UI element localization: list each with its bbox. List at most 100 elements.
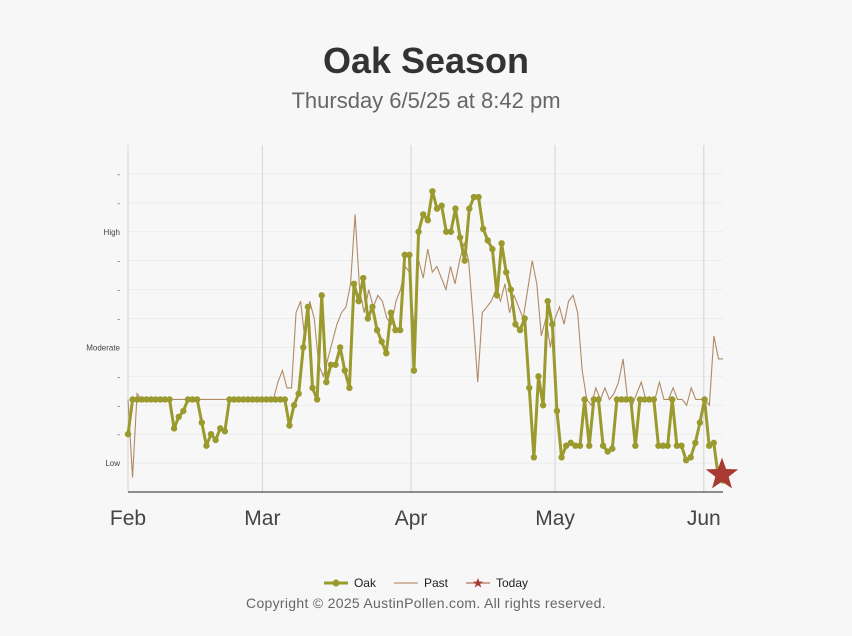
legend-today-swatch [466, 578, 490, 588]
oak-data-point [267, 396, 275, 403]
x-tick-label: Jun [687, 507, 721, 530]
oak-data-point [613, 396, 621, 403]
oak-data-point [419, 211, 427, 218]
oak-data-point [641, 396, 648, 403]
oak-data-point [410, 367, 418, 374]
oak-data-point [161, 396, 169, 403]
oak-data-point [143, 396, 150, 403]
y-tick-label: - [117, 257, 120, 266]
oak-data-point [461, 257, 468, 264]
oak-data-point [636, 396, 644, 403]
legend-label-today: Today [496, 576, 529, 590]
oak-data-point [562, 442, 570, 449]
oak-data-point [646, 396, 653, 403]
y-tick-label: - [117, 315, 120, 324]
oak-data-point [433, 205, 441, 212]
oak-data-point [387, 309, 395, 316]
oak-data-point [586, 442, 593, 449]
oak-data-point [217, 425, 224, 432]
oak-data-point [701, 396, 708, 403]
oak-data-point [424, 216, 432, 224]
oak-data-point [627, 396, 634, 403]
oak-data-point [364, 315, 372, 322]
oak-data-point [558, 454, 565, 461]
oak-data-point [415, 228, 422, 235]
oak-data-point [350, 280, 358, 287]
oak-data-point [479, 225, 487, 233]
oak-data-point [632, 442, 639, 449]
oak-data-point [212, 436, 219, 444]
oak-data-point [124, 430, 132, 438]
oak-data-point [198, 419, 205, 426]
oak-data-point [604, 448, 611, 455]
oak-data-point [263, 396, 270, 403]
oak-data-point [669, 396, 676, 403]
legend-item-today[interactable]: Today [466, 576, 528, 590]
oak-data-point [489, 245, 496, 253]
x-tick-label: May [535, 507, 575, 530]
oak-data-point [286, 422, 293, 429]
oak-series-line [126, 189, 724, 482]
oak-data-point [170, 425, 178, 432]
oak-data-point [544, 297, 551, 305]
x-axis-ticks: Feb Mar Apr May Jun [110, 507, 721, 530]
oak-data-point [281, 396, 289, 403]
y-tick-label: - [117, 170, 120, 179]
oak-data-point [438, 202, 445, 209]
oak-data-point [189, 396, 196, 403]
oak-data-point [332, 361, 339, 368]
oak-data-point [249, 396, 256, 403]
oak-data-point [443, 228, 450, 235]
oak-data-point [290, 402, 298, 409]
x-tick-label: Apr [395, 507, 428, 530]
chart-subtitle: Thursday 6/5/25 at 8:42 pm [291, 88, 561, 113]
oak-data-point [193, 396, 201, 403]
legend-label-past: Past [423, 576, 448, 590]
x-tick-label: Mar [244, 507, 280, 530]
oak-data-point [650, 396, 658, 403]
oak-data-point [147, 396, 155, 403]
oak-data-point [507, 286, 515, 293]
oak-data-point [295, 390, 302, 397]
oak-data-point [581, 396, 588, 403]
oak-data-point [512, 321, 519, 328]
oak-data-point [452, 205, 459, 212]
oak-data-point [553, 407, 561, 415]
oak-data-point [323, 378, 330, 386]
copyright-notice: Copyright © 2025 AustinPollen.com. All r… [246, 595, 606, 611]
oak-data-point [230, 396, 238, 403]
oak-data-point [470, 193, 478, 201]
legend-item-oak[interactable]: Oak [323, 576, 376, 590]
oak-data-point [659, 442, 667, 449]
oak-data-point [300, 344, 307, 351]
y-tick-label: Moderate [86, 343, 120, 352]
oak-data-point [622, 396, 630, 403]
legend-past-swatch [393, 582, 418, 584]
oak-data-point [166, 396, 173, 403]
oak-data-point [369, 303, 376, 311]
oak-data-point [516, 326, 524, 334]
oak-data-point [576, 442, 584, 449]
oak-data-point [309, 384, 316, 392]
oak-data-point [673, 442, 681, 449]
oak-data-point [503, 269, 510, 276]
oak-data-point [392, 326, 399, 334]
oak-data-point [180, 407, 187, 415]
oak-data-point [221, 428, 229, 435]
oak-data-point [272, 396, 279, 403]
oak-data-point [313, 396, 321, 403]
oak-data-point [401, 251, 408, 259]
oak-data-point [383, 350, 390, 357]
oak-data-point [466, 205, 473, 212]
oak-data-point [618, 396, 625, 403]
legend-item-past[interactable]: Past [393, 576, 448, 590]
oak-data-point [203, 442, 210, 449]
y-tick-label: Low [105, 459, 120, 468]
y-tick-label: - [117, 430, 120, 439]
oak-data-point [129, 396, 136, 403]
legend-oak-swatch [323, 579, 348, 587]
y-tick-label: - [117, 372, 120, 381]
oak-data-point [498, 240, 505, 247]
y-tick-label: - [117, 199, 120, 208]
oak-data-point [318, 292, 325, 299]
